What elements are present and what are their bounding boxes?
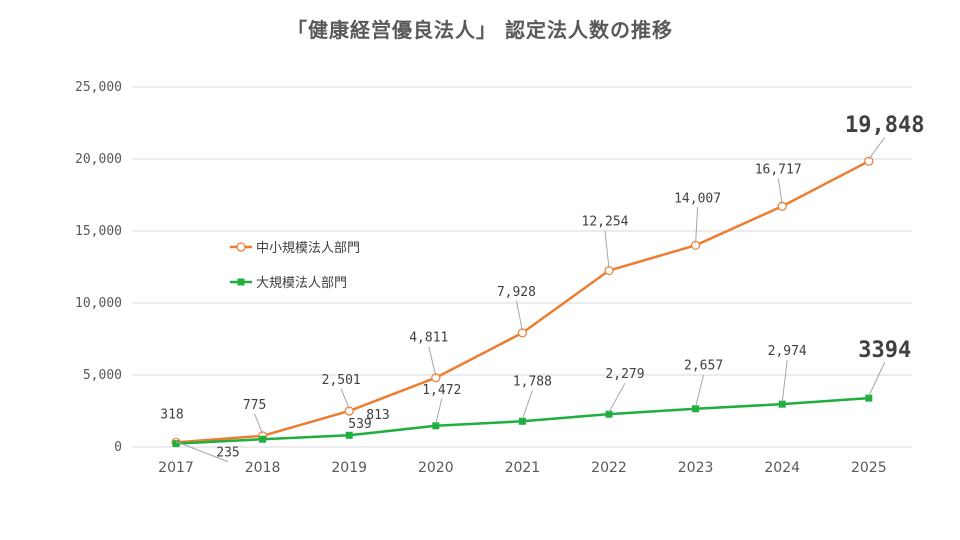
data-point: [345, 431, 353, 439]
data-label: 2,657: [684, 359, 723, 374]
label-leader-line: [781, 360, 788, 403]
data-point: [605, 410, 613, 418]
chart-title: 「健康経営優良法人」 認定法人数の推移: [287, 18, 673, 42]
y-tick-label: 5,000: [83, 368, 122, 383]
legend-marker: [236, 242, 246, 252]
y-tick-label: 15,000: [75, 224, 122, 239]
label-leader-line: [428, 346, 437, 376]
data-label: 2,501: [322, 373, 361, 388]
label-leader-line: [254, 413, 264, 435]
data-point: [259, 435, 267, 443]
label-leader-line: [604, 230, 610, 269]
data-label: 813: [366, 408, 389, 423]
data-label: 2,974: [768, 344, 807, 359]
data-label: 16,717: [755, 162, 802, 177]
label-leader-line: [777, 178, 783, 205]
data-label: 539: [348, 417, 371, 432]
legend-label: 中小規模法人部門: [256, 241, 360, 256]
x-tick-label: 2023: [678, 460, 714, 476]
label-leader-line: [868, 136, 886, 160]
x-tick-label: 2022: [591, 460, 627, 476]
data-label: 3394: [858, 338, 911, 363]
data-point: [344, 406, 354, 416]
data-point: [432, 422, 440, 430]
data-label: 2,279: [605, 367, 644, 382]
data-label: 19,848: [845, 113, 924, 138]
x-tick-label: 2018: [245, 460, 281, 476]
legend-marker: [237, 278, 245, 286]
legend-label: 大規模法人部門: [256, 276, 347, 291]
label-leader-line: [868, 361, 886, 397]
data-label: 318: [160, 407, 183, 422]
label-leader-line: [515, 300, 523, 331]
data-point: [864, 156, 874, 166]
data-point: [518, 417, 526, 425]
x-tick-label: 2017: [158, 460, 194, 476]
data-point: [778, 400, 786, 408]
y-tick-label: 20,000: [75, 152, 122, 167]
data-label: 4,811: [409, 331, 448, 346]
data-point: [865, 394, 873, 402]
label-leader-line: [695, 207, 699, 244]
y-tick-label: 10,000: [75, 296, 122, 311]
y-tick-label: 0: [114, 440, 122, 455]
label-leader-line: [175, 441, 229, 463]
x-tick-label: 2021: [505, 460, 541, 476]
data-label: 7,928: [497, 285, 536, 300]
data-label: 12,254: [582, 215, 629, 230]
data-point: [172, 440, 180, 448]
data-label: 775: [243, 398, 266, 413]
label-leader-line: [521, 390, 533, 420]
series-line-sme: [175, 160, 870, 444]
data-label: 1,788: [513, 374, 552, 389]
data-point: [692, 405, 700, 413]
x-tick-label: 2025: [851, 460, 887, 476]
x-tick-label: 2019: [331, 460, 367, 476]
label-leader-line: [435, 398, 443, 424]
y-tick-label: 25,000: [75, 80, 122, 95]
label-leader-line: [608, 382, 626, 413]
data-label: 14,007: [674, 191, 721, 206]
x-tick-label: 2020: [418, 460, 454, 476]
data-label: 235: [216, 446, 239, 461]
label-leader-line: [695, 374, 705, 407]
label-leader-line: [340, 388, 350, 410]
data-label: 1,472: [422, 383, 461, 398]
x-tick-label: 2024: [764, 460, 800, 476]
